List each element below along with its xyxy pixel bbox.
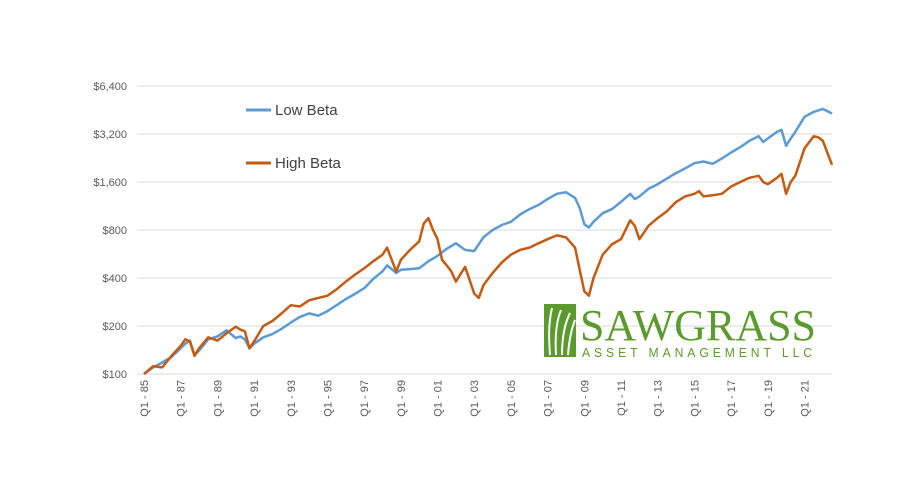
x-tick-label: Q1 - 95: [322, 380, 334, 417]
x-tick-label: Q1 - 89: [212, 380, 224, 417]
sawgrass-logo: SAWGRASS ASSET MANAGEMENT LLC: [544, 301, 816, 360]
x-tick-label: Q1 - 91: [249, 380, 261, 417]
x-tick-label: Q1 - 15: [689, 380, 701, 417]
gridlines: [137, 85, 832, 375]
x-tick-label: Q1 - 11: [616, 380, 628, 416]
x-tick-label: Q1 - 87: [176, 380, 188, 417]
logo-grass-icon: [548, 307, 576, 356]
y-tick-label: $400: [103, 273, 127, 285]
legend-label-high-beta: High Beta: [275, 155, 342, 172]
series-lines: [143, 107, 834, 376]
x-tick-label: Q1 - 19: [763, 380, 775, 417]
y-axis-tick-labels: $100 $200 $400 $800 $1,600 $3,200 $6,400: [93, 81, 127, 381]
y-tick-label: $3,200: [93, 129, 127, 141]
legend-label-low-beta: Low Beta: [275, 102, 338, 119]
legend: Low Beta High Beta: [246, 102, 342, 172]
x-tick-label: Q1 - 09: [579, 380, 591, 417]
x-tick-label: Q1 - 99: [396, 380, 408, 417]
x-tick-label: Q1 - 85: [139, 380, 151, 417]
y-tick-label: $6,400: [93, 81, 127, 93]
y-tick-label: $1,600: [93, 177, 127, 189]
x-tick-label: Q1 - 93: [286, 380, 298, 417]
y-tick-label: $100: [103, 369, 127, 381]
x-tick-label: Q1 - 97: [359, 380, 371, 417]
logo-wordmark: SAWGRASS: [580, 301, 816, 350]
y-tick-label: $800: [103, 225, 127, 237]
y-tick-label: $200: [103, 321, 127, 333]
logo-tagline: ASSET MANAGEMENT LLC: [582, 345, 816, 360]
x-tick-label: Q1 - 03: [469, 380, 481, 417]
series-line-high-beta: [143, 134, 834, 375]
x-tick-label: Q1 - 21: [799, 380, 811, 417]
x-tick-label: Q1 - 07: [543, 380, 555, 417]
x-tick-label: Q1 - 05: [506, 380, 518, 417]
x-tick-label: Q1 - 17: [726, 380, 738, 417]
x-tick-label: Q1 - 13: [653, 380, 665, 417]
x-tick-label: Q1 - 01: [433, 380, 445, 417]
x-axis-tick-labels: Q1 - 85 Q1 - 87 Q1 - 89 Q1 - 91 Q1 - 93 Q1 - …: [139, 380, 811, 417]
